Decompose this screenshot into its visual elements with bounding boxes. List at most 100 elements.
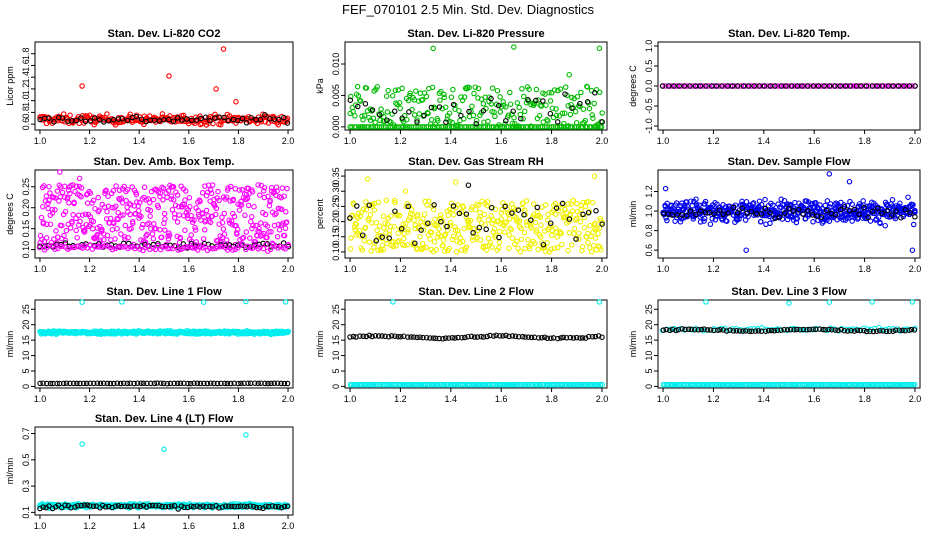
data-point <box>534 381 541 388</box>
data-point <box>707 381 713 388</box>
data-point <box>198 115 204 122</box>
y-tick-label: 0.6 <box>644 244 654 257</box>
data-point <box>136 199 143 206</box>
x-tick-label: 2.0 <box>282 136 295 146</box>
data-point <box>521 108 528 115</box>
x-tick-label: 1.6 <box>495 136 508 146</box>
data-point <box>585 239 591 246</box>
data-point <box>748 83 755 89</box>
data-point <box>417 233 423 240</box>
y-axis-label: kPa <box>315 78 325 94</box>
data-point <box>105 118 112 124</box>
data-point <box>576 230 582 236</box>
data-point <box>815 83 822 89</box>
data-point <box>528 225 534 231</box>
data-point <box>767 210 773 216</box>
data-point <box>116 195 122 202</box>
data-point <box>496 239 503 246</box>
data-point <box>734 381 740 388</box>
data-point <box>107 380 114 387</box>
x-tick-label: 1.2 <box>707 264 720 274</box>
data-point <box>216 505 222 511</box>
data-point <box>901 381 908 388</box>
data-point <box>437 212 444 218</box>
x-tick-label: 1.8 <box>545 394 558 404</box>
data-point <box>505 124 512 130</box>
data-point <box>399 85 405 92</box>
panel-title: Stan. Dev. Amb. Box Temp. <box>94 156 235 168</box>
data-point <box>207 187 214 193</box>
data-point <box>671 381 678 388</box>
data-point <box>367 381 373 388</box>
data-point <box>909 247 916 253</box>
data-point <box>238 202 245 208</box>
data-point <box>281 114 287 121</box>
data-point <box>222 380 228 387</box>
data-point <box>740 83 747 89</box>
data-point <box>444 223 450 230</box>
x-tick-label: 1.0 <box>34 394 47 404</box>
data-point <box>127 244 134 250</box>
data-point <box>117 243 123 249</box>
data-point <box>380 246 387 253</box>
data-point <box>791 327 797 333</box>
data-point <box>244 503 250 510</box>
data-point <box>139 224 145 231</box>
data-point <box>746 328 753 335</box>
data-point <box>221 210 228 217</box>
panel-title: Stan. Dev. Li-820 Pressure <box>407 28 544 40</box>
data-point <box>236 187 243 193</box>
data-point <box>366 239 373 245</box>
data-point <box>373 219 380 226</box>
data-point <box>850 83 857 89</box>
data-point <box>838 326 844 333</box>
data-point <box>387 223 394 230</box>
data-point <box>784 216 791 223</box>
y-tick-label: 0.8 <box>644 224 654 237</box>
data-point <box>714 381 720 388</box>
data-point <box>724 218 730 224</box>
data-point <box>244 195 251 202</box>
data-point <box>278 380 284 387</box>
data-point <box>172 202 179 209</box>
data-point <box>374 227 380 234</box>
data-point <box>571 225 578 232</box>
data-point <box>265 380 271 387</box>
data-point <box>544 335 551 342</box>
data-point <box>74 234 80 241</box>
data-point <box>574 94 581 100</box>
data-point <box>465 333 471 340</box>
data-point <box>469 204 475 210</box>
data-point <box>184 212 191 219</box>
data-point <box>599 119 605 125</box>
data-point <box>225 185 231 191</box>
data-point <box>596 299 603 305</box>
data-point <box>235 380 241 387</box>
data-point <box>590 381 597 388</box>
series-2 <box>347 90 605 127</box>
data-point <box>586 105 593 112</box>
data-point <box>147 213 153 219</box>
data-point <box>597 381 604 388</box>
data-point <box>160 185 167 192</box>
data-point <box>762 205 769 212</box>
data-point <box>106 503 112 510</box>
data-point <box>63 380 70 386</box>
x-tick-label: 1.4 <box>133 394 146 404</box>
data-point <box>662 185 669 192</box>
data-point <box>134 503 141 509</box>
data-point <box>563 335 570 341</box>
data-point <box>161 116 167 123</box>
data-point <box>448 94 455 100</box>
x-tick-label: 1.0 <box>657 264 670 274</box>
data-point <box>545 118 551 124</box>
data-point <box>697 83 704 89</box>
data-point <box>597 244 603 250</box>
data-point <box>497 94 503 100</box>
data-point <box>140 380 147 387</box>
data-point <box>255 182 261 188</box>
data-point <box>492 113 498 120</box>
data-point <box>79 83 85 89</box>
data-point <box>520 116 526 122</box>
